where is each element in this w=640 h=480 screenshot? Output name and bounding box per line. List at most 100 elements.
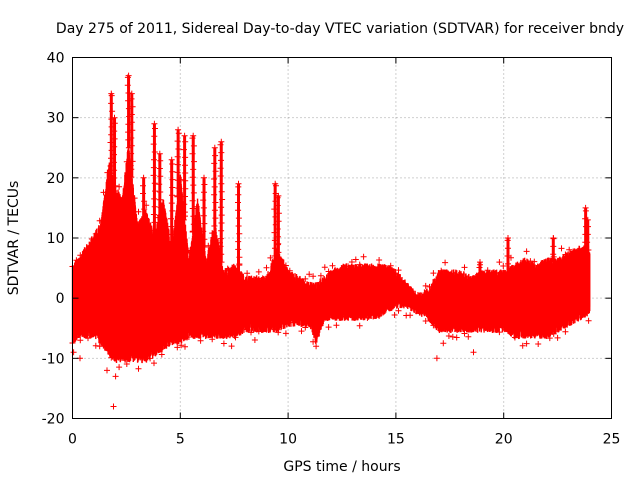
data-point [77, 252, 84, 259]
data-point [180, 216, 187, 223]
data-point [169, 168, 176, 175]
data-point [217, 173, 224, 179]
data-point [123, 361, 130, 367]
data-point [169, 176, 176, 183]
y-tick-label: 30 [47, 111, 65, 127]
data-point [88, 236, 95, 242]
data-point [182, 193, 188, 200]
data-point [111, 135, 118, 142]
data-point-peak [272, 180, 279, 187]
data-point [111, 143, 118, 150]
data-point [345, 263, 351, 270]
data-point-peak [584, 216, 591, 223]
data-point [274, 226, 281, 232]
data-point [236, 230, 243, 237]
data-point [282, 330, 289, 337]
data-point [174, 161, 181, 168]
data-point [219, 196, 226, 203]
data-point [426, 283, 433, 290]
data-point [190, 142, 197, 149]
data-point [356, 322, 363, 329]
data-point [174, 153, 181, 160]
chart-title: Day 275 of 2011, Sidereal Day-to-day VTE… [56, 21, 624, 37]
data-point [131, 195, 138, 202]
data-point [251, 337, 258, 343]
data-point [546, 335, 553, 342]
data-point [116, 364, 123, 371]
data-point [174, 169, 181, 176]
data-point [259, 275, 266, 282]
data-point [152, 125, 158, 132]
data-point [248, 329, 254, 336]
data-point [168, 223, 175, 230]
data-point [325, 268, 332, 275]
data-point-peak [218, 138, 225, 145]
data-point [535, 341, 542, 347]
data-point-peak [235, 180, 242, 187]
data-point [430, 322, 437, 329]
x-tick-label: 0 [68, 432, 77, 448]
data-point [135, 365, 142, 372]
data-point [175, 146, 182, 152]
data-point [174, 138, 181, 145]
data-point [235, 223, 242, 229]
data-point [348, 259, 355, 265]
x-axis-label: GPS time / hours [283, 459, 400, 475]
data-point [275, 218, 282, 225]
data-point [585, 223, 591, 230]
data-point [500, 263, 507, 269]
x-tick-label: 25 [603, 432, 621, 448]
data-point [116, 183, 123, 190]
data-point [201, 220, 208, 227]
data-point [201, 236, 208, 243]
data-point [218, 259, 225, 266]
data-point [271, 206, 278, 213]
data-point [124, 82, 131, 89]
data-point [129, 127, 136, 134]
data-point [193, 203, 200, 210]
data-point [92, 230, 99, 237]
data-point [531, 258, 538, 265]
data-point [275, 329, 282, 336]
data-point [169, 192, 175, 199]
data-point [274, 233, 281, 240]
data-point [523, 248, 530, 255]
data-point [182, 170, 189, 176]
data-point [205, 242, 212, 249]
data-point [310, 338, 317, 345]
data-point [422, 318, 429, 324]
x-tick-label: 5 [176, 432, 185, 448]
data-point [141, 198, 148, 205]
data-point [492, 270, 499, 277]
data-point [200, 204, 207, 211]
data-point [558, 245, 565, 252]
data-point [274, 202, 281, 209]
data-point [585, 317, 592, 324]
data-point [212, 215, 219, 222]
data-point [422, 282, 429, 289]
data-point [449, 333, 456, 340]
data-point [218, 251, 225, 258]
data-point [168, 247, 175, 253]
data-point [141, 206, 148, 213]
data-point [162, 342, 169, 349]
data-point [218, 212, 225, 219]
data-point [442, 259, 449, 266]
x-tick-label: 10 [279, 432, 297, 448]
data-point [157, 189, 164, 195]
data-point-outlier [433, 355, 440, 362]
data-point [182, 162, 188, 169]
data-point [310, 273, 317, 280]
data-point [174, 193, 181, 200]
data-point [263, 264, 270, 271]
data-point [255, 268, 262, 275]
data-point [111, 167, 118, 174]
data-point [438, 325, 445, 332]
y-tick-label: 0 [56, 291, 65, 307]
y-tick-label: -20 [42, 412, 65, 428]
data-point [282, 262, 289, 269]
data-point [189, 228, 196, 235]
data-point [125, 129, 132, 136]
data-point [178, 176, 185, 183]
data-point [128, 166, 135, 173]
